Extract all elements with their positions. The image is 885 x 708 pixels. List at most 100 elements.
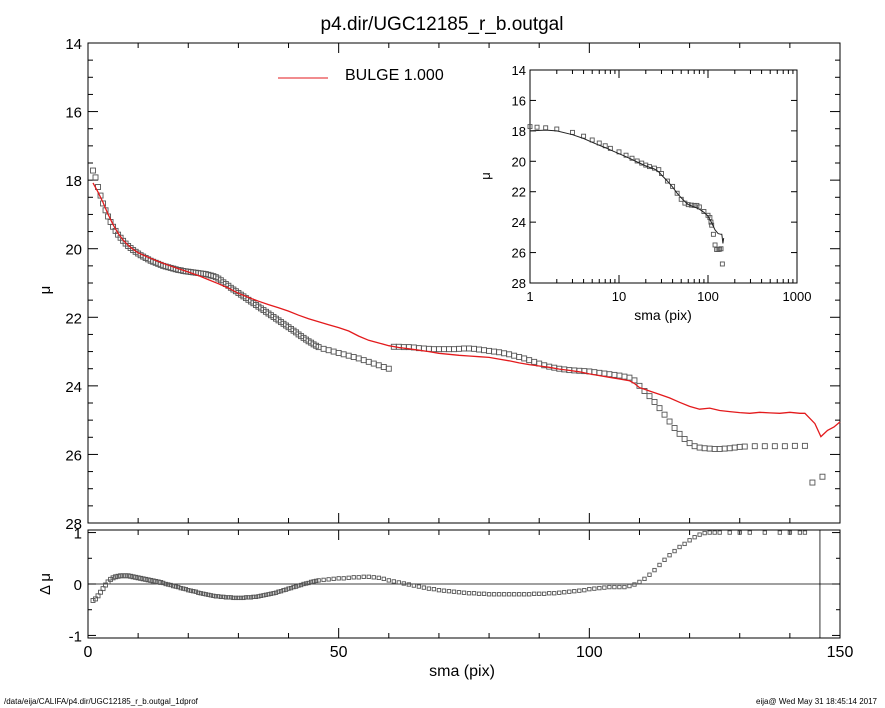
residual-point [396, 580, 401, 585]
residual-point [481, 591, 487, 596]
inset-model-line [529, 129, 725, 244]
residual-point [506, 592, 512, 597]
residual-point [602, 585, 607, 590]
main-observed-point [601, 370, 608, 377]
residual-point [592, 586, 597, 591]
residual-point [95, 593, 101, 599]
residual-point [120, 573, 126, 579]
legend-bulge-label: BULGE 1.000 [345, 67, 444, 84]
residual-point [273, 590, 279, 595]
main-observed-point [656, 405, 663, 412]
residual-point [98, 589, 103, 595]
residual-point [176, 584, 181, 590]
residual-point [188, 588, 193, 593]
residual-point [238, 595, 244, 601]
residual-x-tick-label: 100 [576, 644, 603, 661]
main-observed-point [526, 357, 533, 364]
inset-y-tick-label: 16 [512, 93, 526, 108]
residual-point [105, 579, 111, 585]
main-observed-point [596, 369, 603, 376]
residual-point [336, 576, 341, 581]
main-observed-point [90, 167, 96, 174]
main-observed-point [751, 443, 758, 450]
inset-observed-point [674, 190, 680, 196]
residual-point [476, 591, 482, 596]
main-observed-point [330, 348, 337, 355]
main-observed-point [335, 349, 342, 356]
residual-point [501, 592, 507, 597]
main-observed-point [360, 357, 367, 364]
residual-point [90, 598, 96, 603]
residual-point [346, 575, 351, 580]
residual-y-tick-label: -1 [69, 628, 82, 645]
main-y-tick-label: 26 [65, 447, 82, 464]
residual-point [567, 589, 572, 594]
main-observed-point [686, 440, 693, 447]
residual-point [268, 591, 274, 596]
main-y-label: μ [37, 286, 54, 295]
residual-point [211, 593, 216, 598]
residual-point [183, 586, 188, 592]
residual-point [436, 588, 442, 593]
main-observed-point [440, 346, 447, 353]
residual-point [163, 581, 168, 587]
inset-x-tick-label: 10 [612, 289, 626, 304]
residual-point [203, 592, 208, 597]
main-observed-point [706, 445, 713, 452]
residual-point [173, 584, 178, 589]
residual-point [587, 586, 592, 592]
residual-point [218, 594, 224, 600]
residual-point [103, 582, 108, 588]
residual-point [115, 573, 121, 579]
residual-point [140, 576, 146, 582]
residual-point [246, 595, 251, 600]
main-observed-point [736, 443, 743, 450]
residual-point [138, 575, 144, 581]
residual-point [612, 584, 617, 590]
residual-point [737, 530, 742, 535]
residual-point [727, 530, 732, 535]
residual-point [133, 574, 139, 580]
residual-point [201, 591, 206, 596]
residual-point [178, 585, 183, 591]
residual-point [313, 578, 319, 584]
main-y-tick-label: 20 [65, 242, 82, 259]
residual-point [118, 573, 124, 579]
residual-point [416, 584, 422, 589]
residual-point [283, 587, 289, 592]
residual-point [802, 530, 808, 535]
residual-point [236, 595, 241, 601]
residual-point [537, 591, 542, 596]
residual-point [331, 576, 336, 582]
main-observed-point [486, 347, 493, 354]
residual-point [562, 590, 567, 595]
residual-point [597, 585, 602, 591]
main-observed-point [100, 200, 106, 207]
residual-point [672, 548, 677, 554]
residual-point [697, 532, 702, 537]
main-y-tick-label: 18 [65, 173, 82, 190]
residual-point [198, 591, 203, 596]
main-observed-point [476, 346, 482, 353]
residual-point [128, 573, 134, 579]
residual-point [527, 592, 532, 597]
main-observed-point [791, 442, 798, 449]
residual-point [321, 577, 326, 583]
residual-point [341, 576, 346, 581]
main-observed-point [646, 393, 653, 400]
residual-point [311, 579, 316, 584]
residual-point [145, 577, 151, 583]
residual-point [125, 573, 131, 579]
main-observed-point [491, 348, 498, 355]
main-observed-point [741, 443, 748, 450]
residual-point [466, 591, 472, 596]
residual-point [471, 591, 477, 596]
residual-point [747, 530, 752, 535]
main-observed-point [606, 371, 613, 378]
residual-point [316, 578, 321, 583]
residual-point [516, 592, 522, 597]
main-y-tick-label: 24 [65, 379, 82, 396]
main-observed-point [809, 479, 816, 486]
inset-x-label: sma (pix) [634, 307, 692, 323]
main-observed-point [801, 442, 808, 449]
